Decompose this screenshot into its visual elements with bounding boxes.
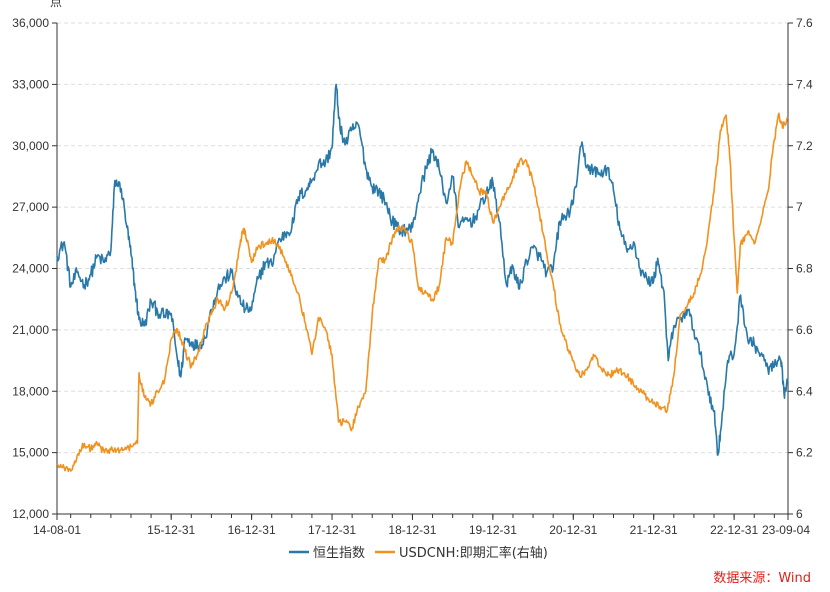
left-tick-label: 36,000 [12,16,49,30]
data-source-note: 数据来源：Wind [713,571,811,586]
left-tick-label: 18,000 [12,384,49,398]
right-tick-label: 6.8 [796,262,813,276]
left-tick-label: 12,000 [12,507,49,521]
x-tick-label: 21-12-31 [630,523,678,537]
series-line-hsi [56,83,789,456]
left-tick-label: 27,000 [12,200,49,214]
left-tick-label: 15,000 [12,446,49,460]
grid-lines [57,22,788,454]
left-tick-label: 33,000 [12,77,49,91]
right-tick-label: 6.2 [796,446,813,460]
left-axis-unit-label: 点 [50,0,62,9]
legend: 恒生指数 USDCNH:即期汇率(右轴) [289,545,548,561]
x-tick-label: 16-12-31 [228,523,276,537]
right-tick-label: 6.4 [796,384,813,398]
right-tick-label: 7.4 [796,77,813,91]
x-tick-label: 14-08-01 [33,523,81,537]
x-tick-label: 15-12-31 [147,523,195,537]
series-lines [56,83,789,472]
x-tick-label: 20-12-31 [549,523,597,537]
x-tick-label: 22-12-31 [710,523,758,537]
legend-label-usdcnh: USDCNH:即期汇率(右轴) [399,545,548,561]
x-tick-label: 19-12-31 [469,523,517,537]
right-tick-label: 7 [796,200,803,214]
series-line-usdcnh [57,112,789,472]
x-tick-label: 23-09-04 [762,523,810,537]
left-tick-label: 30,000 [12,139,49,153]
legend-label-hsi: 恒生指数 [313,546,365,561]
right-tick-label: 7.2 [796,139,813,153]
right-tick-label: 6.6 [796,323,813,337]
right-tick-label: 7.6 [796,16,813,30]
left-tick-label: 21,000 [12,323,49,337]
left-tick-label: 24,000 [12,262,49,276]
x-tick-label: 18-12-31 [388,523,436,537]
axes: 12,000 15,000 18,000 21,000 24,000 27,000 30,0… [12,16,813,537]
x-tick-label: 17-12-31 [308,523,356,537]
right-tick-label: 6 [796,507,803,521]
